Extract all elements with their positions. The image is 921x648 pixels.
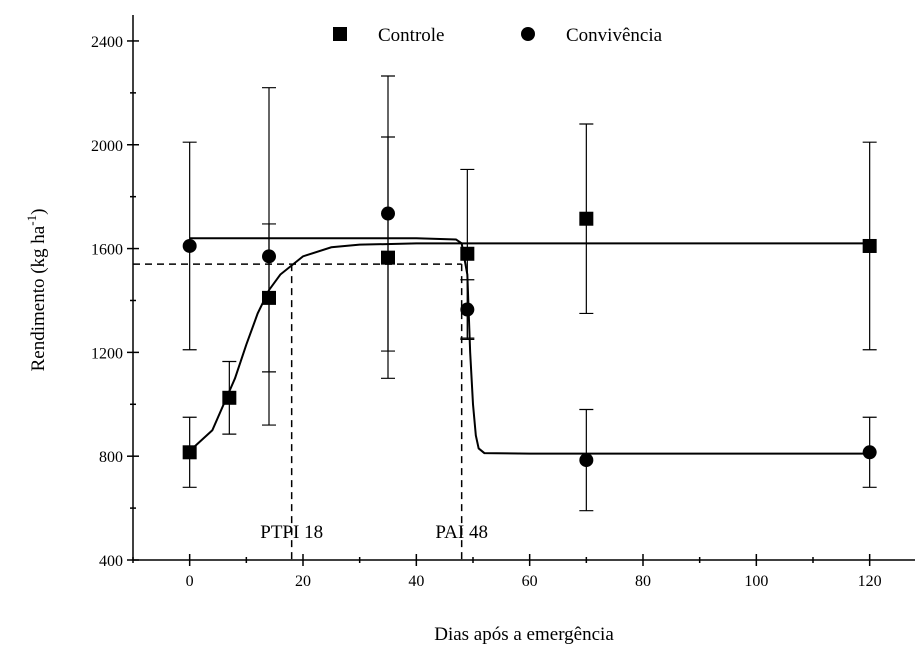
- y-axis-label: Rendimento (kg ha-1): [24, 209, 49, 372]
- y-label-sup: -1: [24, 215, 39, 226]
- legend-label: Controle: [378, 25, 445, 46]
- y-tick-label: 2400: [91, 34, 123, 51]
- fit-curve: [188, 242, 870, 452]
- threshold-label: PAI 48: [435, 522, 488, 543]
- fit-curve: [189, 237, 870, 455]
- y-label-main: Rendimento (kg ha: [28, 225, 49, 371]
- marker-circle: [579, 453, 594, 468]
- x-tick-label: 80: [635, 573, 651, 590]
- y-tick-label: 2000: [91, 138, 123, 155]
- x-tick-label: 20: [295, 573, 311, 590]
- x-tick-label: 40: [408, 573, 424, 590]
- threshold-label: PTPI 18: [260, 522, 323, 543]
- marker-circle: [381, 206, 395, 221]
- marker-circle: [460, 302, 475, 317]
- marker-square: [460, 246, 475, 261]
- marker-circle: [262, 249, 276, 264]
- y-label-end: ): [28, 209, 49, 215]
- x-tick-label: 60: [522, 573, 538, 590]
- y-tick-label: 1600: [91, 242, 123, 259]
- marker-square: [222, 390, 237, 405]
- y-tick-label: 800: [99, 449, 123, 466]
- x-tick-label: 120: [858, 573, 882, 590]
- marker-circle: [182, 238, 197, 253]
- legend-label: Convivência: [566, 25, 663, 46]
- x-axis-label: Dias após a emergência: [434, 624, 614, 645]
- x-tick-label: 100: [744, 573, 768, 590]
- x-tick-label: 0: [186, 573, 194, 590]
- marker-square: [862, 238, 877, 253]
- marker-circle: [862, 445, 877, 460]
- legend-marker: [521, 27, 535, 41]
- y-tick-label: 1200: [91, 345, 123, 362]
- marker-square: [182, 445, 197, 460]
- y-tick-label: 400: [99, 553, 123, 570]
- marker-square: [579, 211, 594, 226]
- legend-marker: [333, 27, 347, 41]
